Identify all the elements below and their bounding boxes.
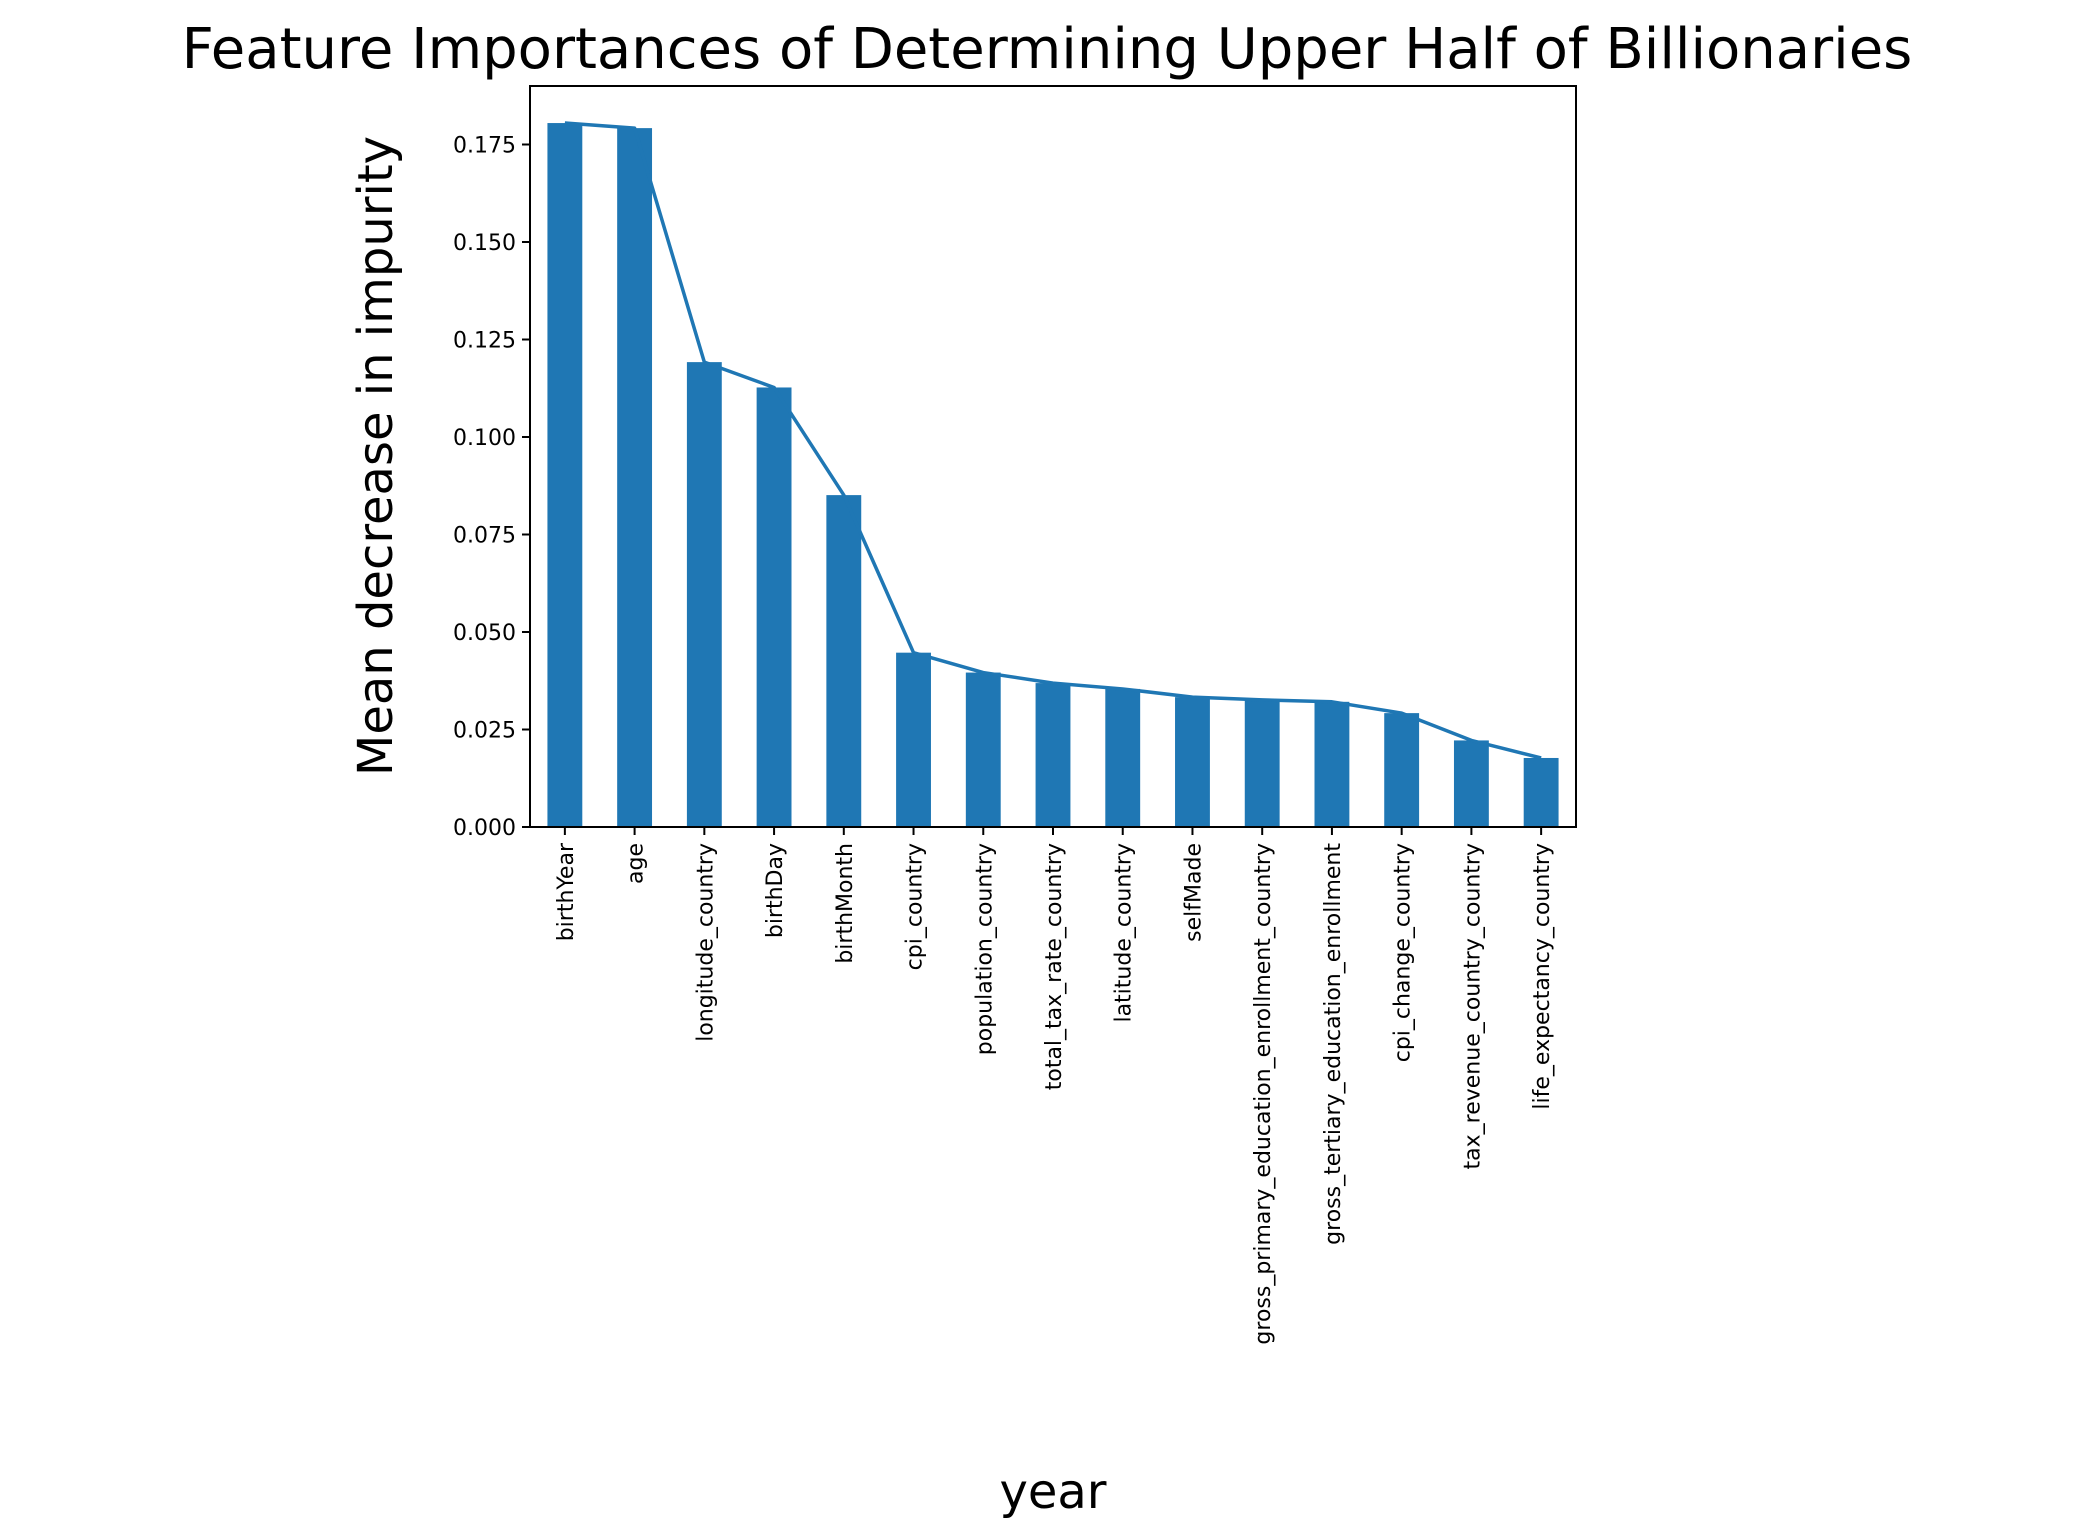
y-tick-label: 0.025 [453, 719, 516, 744]
y-tick-label: 0.175 [453, 134, 516, 159]
x-tick-label: life_expectancy_country [1530, 843, 1555, 1110]
bar-birthYear [547, 123, 583, 828]
x-tick-label: cpi_change_country [1391, 843, 1416, 1062]
bar-gross_tertiary_education_enrollment [1314, 701, 1350, 827]
bar-gross_primary_education_enrollment_country [1244, 699, 1280, 827]
x-tick-label: gross_primary_education_enrollment_count… [1251, 843, 1276, 1345]
y-tick-label: 0.000 [453, 816, 516, 841]
bar-latitude_country [1105, 688, 1141, 827]
y-tick-label: 0.150 [453, 231, 516, 256]
x-axis: birthYear age longitude_country birthDay bir… [554, 827, 1555, 1345]
importance-line [564, 121, 1542, 760]
y-tick-label: 0.100 [453, 426, 516, 451]
bar-birthMonth [826, 495, 862, 827]
bar-tax_revenue_country_country [1453, 740, 1489, 827]
x-axis-label: year [999, 1464, 1106, 1520]
x-tick-label: age [624, 843, 649, 884]
bar-longitude_country [686, 362, 722, 827]
y-axis-label: Mean decrease in impurity [348, 136, 404, 776]
y-tick-label: 0.050 [453, 621, 516, 646]
bar-group [547, 123, 1559, 828]
x-tick-label: tax_revenue_country_country [1460, 843, 1485, 1169]
bar-cpi_country [896, 652, 931, 827]
x-tick-label: total_tax_rate_country [1042, 843, 1067, 1090]
x-tick-label: gross_tertiary_education_enrollment [1321, 843, 1346, 1245]
bar-population_country [965, 672, 1001, 827]
x-tick-label: birthYear [554, 842, 579, 941]
y-axis: 0.000 0.025 0.050 0.075 0.100 0.125 0.150 0.175 [453, 134, 530, 841]
bar-age [617, 128, 653, 827]
x-tick-label: cpi_country [903, 843, 928, 970]
x-tick-label: longitude_country [693, 843, 718, 1042]
x-tick-label: latitude_country [1112, 843, 1137, 1023]
bar-birthDay [756, 387, 792, 827]
line-overlay [564, 121, 1542, 760]
chart-title: Feature Importances of Determining Upper… [182, 17, 1913, 82]
bar-cpi_change_country [1384, 713, 1420, 827]
y-tick-label: 0.125 [453, 329, 516, 354]
x-tick-label: birthDay [763, 843, 788, 938]
bar-total_tax_rate_country [1035, 683, 1071, 827]
x-tick-label: selfMade [1181, 843, 1206, 942]
bar-selfMade [1175, 697, 1210, 827]
y-tick-label: 0.075 [453, 524, 516, 549]
x-tick-label: population_country [972, 843, 997, 1055]
x-tick-label: birthMonth [833, 843, 858, 964]
bar-life_expectancy_country [1523, 757, 1559, 827]
